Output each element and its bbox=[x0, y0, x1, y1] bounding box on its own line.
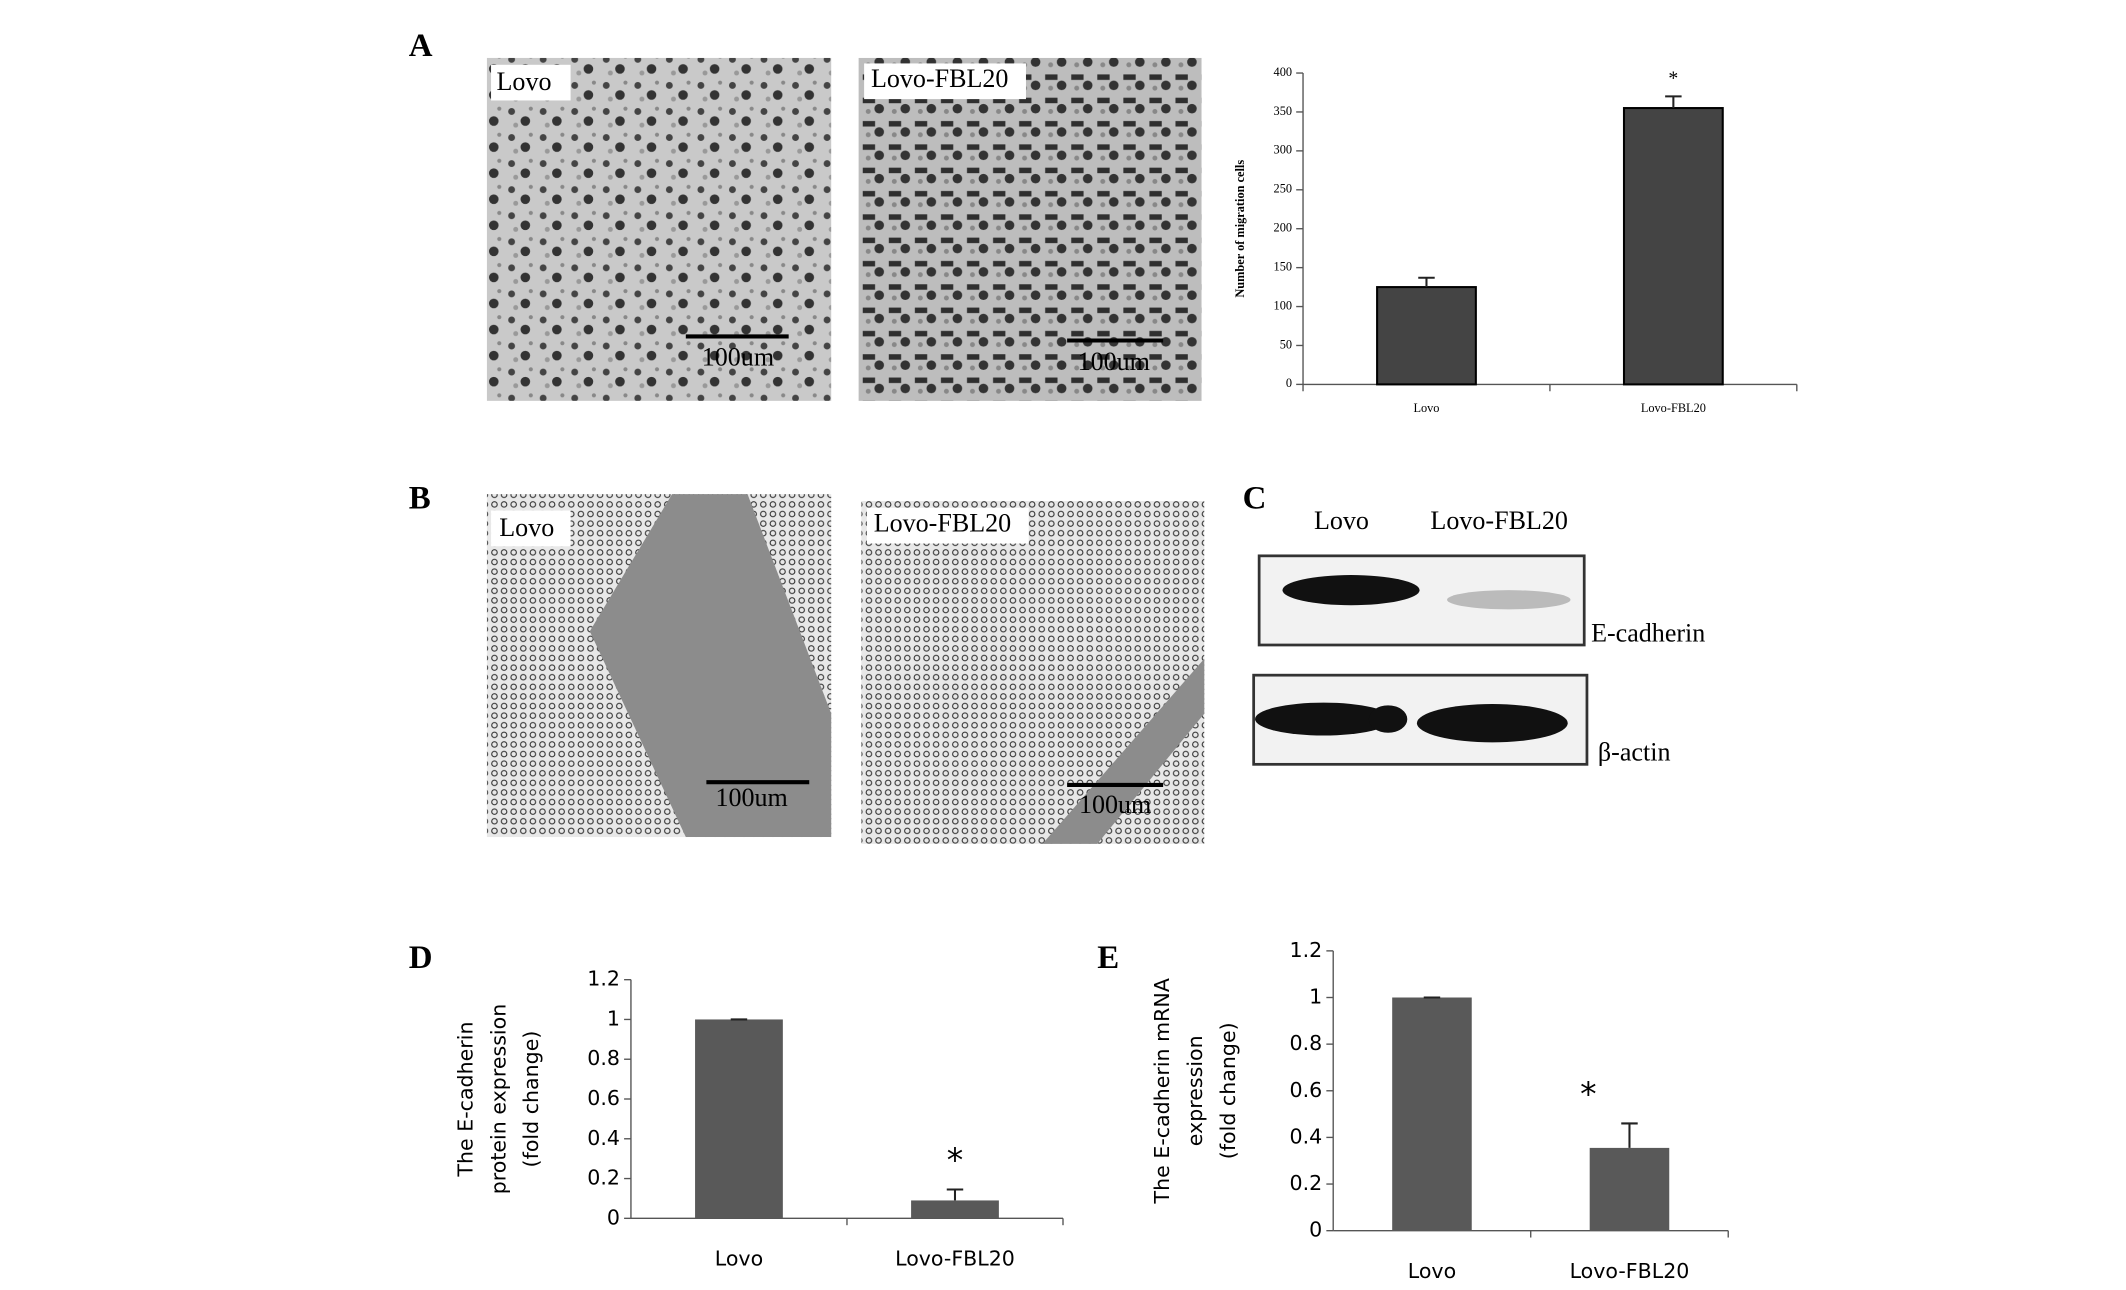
bar bbox=[695, 1019, 783, 1219]
band bbox=[1447, 590, 1571, 610]
y-axis-label: The E-cadherin bbox=[453, 1021, 477, 1177]
y-tick-label: 200 bbox=[1274, 221, 1293, 235]
y-tick-label: 0.2 bbox=[1290, 1171, 1323, 1195]
label-box bbox=[866, 507, 1029, 544]
y-tick-label: 0 bbox=[1286, 376, 1292, 390]
x-tick-label: Lovo bbox=[1408, 1259, 1456, 1283]
y-axis-label: Number of migration cells bbox=[1233, 160, 1247, 298]
y-tick-label: 250 bbox=[1274, 182, 1293, 196]
y-tick-label: 400 bbox=[1274, 65, 1293, 79]
bar bbox=[1589, 1147, 1670, 1231]
image-label: Lovo-FBL20 bbox=[874, 509, 1011, 538]
micrograph bbox=[486, 57, 832, 401]
y-tick-label: 0.8 bbox=[587, 1046, 620, 1070]
x-tick-label: Lovo bbox=[1413, 401, 1439, 415]
error-bar bbox=[1418, 276, 1435, 288]
y-axis-label: (fold change) bbox=[519, 1031, 543, 1168]
image-label: Lovo bbox=[499, 513, 554, 542]
scale-label: 100um bbox=[1079, 790, 1151, 819]
chart: 0 0.2 0.4 0.6 0.8 1 1.2 The E-cadherin mRNA expr… bbox=[1150, 938, 1729, 1283]
error-bar bbox=[1621, 1122, 1638, 1148]
label-box bbox=[864, 63, 1026, 100]
label-box bbox=[491, 510, 571, 547]
y-tick-label: 0.4 bbox=[587, 1126, 620, 1150]
scale-label: 100um bbox=[1078, 347, 1150, 376]
panel-label: B bbox=[409, 481, 431, 517]
y-tick-label: 150 bbox=[1274, 259, 1293, 273]
significance: * bbox=[947, 1141, 963, 1180]
y-tick-label: 1 bbox=[1309, 985, 1322, 1009]
x-tick-label: Lovo-FBL20 bbox=[1641, 401, 1706, 415]
band-label: β-actin bbox=[1598, 738, 1671, 767]
y-tick-label: 0.6 bbox=[1290, 1078, 1323, 1102]
image-label: Lovo-FBL20 bbox=[871, 64, 1008, 93]
y-axis-label: expression bbox=[1183, 1035, 1207, 1146]
scale-label: 100um bbox=[715, 783, 787, 812]
y-tick-label: 300 bbox=[1274, 143, 1293, 157]
bar bbox=[1392, 997, 1472, 1231]
error-bar bbox=[946, 1188, 964, 1201]
label-box bbox=[491, 64, 571, 101]
image-label: Lovo bbox=[497, 67, 552, 96]
panel-label: E bbox=[1097, 940, 1119, 976]
y-tick-label: 0 bbox=[1309, 1218, 1322, 1242]
significance: * bbox=[1580, 1074, 1596, 1113]
band bbox=[1282, 575, 1420, 606]
y-tick-label: 50 bbox=[1280, 337, 1292, 351]
x-tick-label: Lovo-FBL20 bbox=[1570, 1259, 1690, 1283]
y-tick-label: 0.6 bbox=[587, 1086, 620, 1110]
chart: 0 0.2 0.4 0.6 0.8 1 1.2 The E-cadherin protein e… bbox=[453, 967, 1064, 1270]
panel-label: C bbox=[1243, 481, 1267, 517]
y-tick-label: 0 bbox=[607, 1205, 620, 1229]
y-tick-label: 100 bbox=[1274, 298, 1293, 312]
x-tick-label: Lovo bbox=[715, 1246, 763, 1270]
bar bbox=[1376, 286, 1477, 386]
y-axis-label: The E-cadherin mRNA bbox=[1150, 978, 1174, 1204]
micrograph bbox=[861, 500, 1205, 844]
y-tick-label: 0.2 bbox=[587, 1166, 620, 1190]
x-tick-label: Lovo-FBL20 bbox=[895, 1246, 1015, 1270]
y-tick-label: 350 bbox=[1274, 104, 1293, 118]
lane-label: Lovo bbox=[1314, 506, 1369, 535]
band bbox=[1368, 705, 1408, 733]
y-tick-label: 1 bbox=[607, 1006, 620, 1030]
y-axis-label: protein expression bbox=[486, 1004, 510, 1195]
y-tick-label: 0.4 bbox=[1290, 1124, 1323, 1148]
micrograph bbox=[858, 57, 1202, 401]
y-tick-label: 0.8 bbox=[1290, 1031, 1323, 1055]
panel-label: A bbox=[409, 28, 433, 64]
band-label: E-cadherin bbox=[1591, 618, 1705, 647]
bar bbox=[1622, 107, 1724, 386]
bar bbox=[911, 1200, 999, 1219]
band bbox=[1255, 702, 1393, 736]
chart: 0 50 100 150 200 250 300 350 400 Number of migrat… bbox=[1233, 65, 1798, 415]
band bbox=[1416, 703, 1568, 743]
micrograph bbox=[486, 494, 832, 838]
scale-label: 100um bbox=[702, 343, 774, 372]
panel-label: D bbox=[409, 940, 433, 976]
error-bar bbox=[1665, 95, 1682, 109]
lane-label: Lovo-FBL20 bbox=[1430, 506, 1567, 535]
significance: * bbox=[1668, 67, 1678, 89]
y-tick-label: 1.2 bbox=[1290, 938, 1323, 962]
y-tick-label: 1.2 bbox=[587, 967, 620, 991]
y-axis-label: (fold change) bbox=[1216, 1022, 1240, 1159]
